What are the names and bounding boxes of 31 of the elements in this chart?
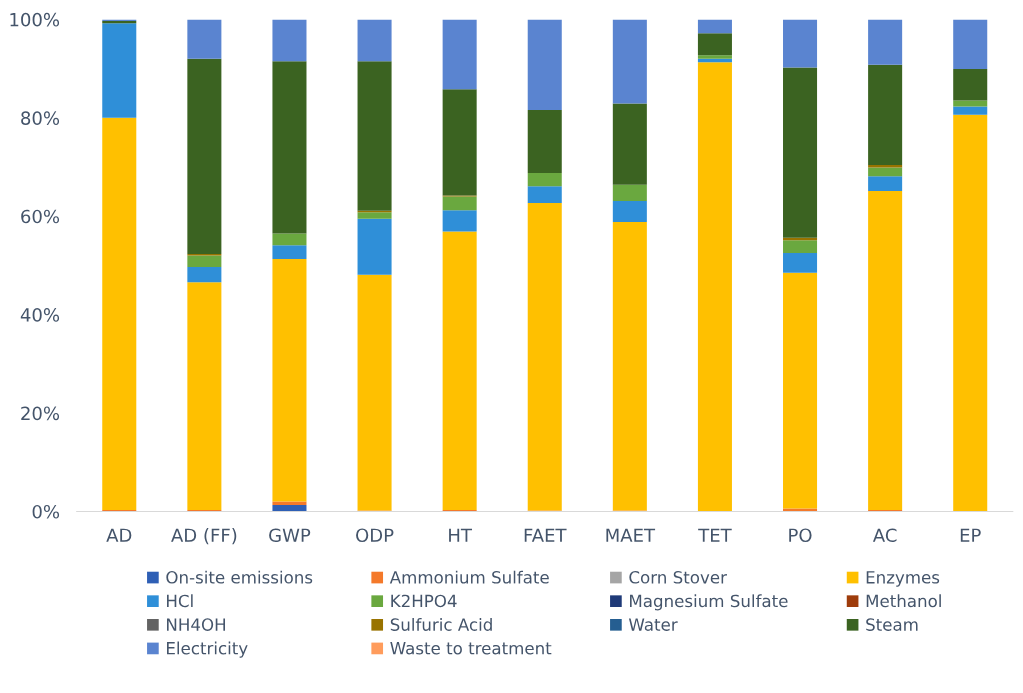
x-tick-label: HT [449,528,473,542]
legend-label: Magnesium Sulfate [630,594,788,611]
y-tick-label: 60% [21,209,60,224]
legend-label: NH4OH [167,618,226,631]
legend-label: Steam [866,618,918,631]
legend-label: Methanol [866,594,941,608]
legend-label: HCl [167,594,193,608]
x-tick-label: FAET [524,528,567,542]
legend-label: On-site emissions [166,570,313,584]
legend-label: Ammonium Sulfate [389,570,549,584]
legend-label: Water [628,618,678,631]
legend-label: Enzymes [866,571,940,587]
x-tick-label: ODP [356,528,394,543]
y-tick-label: 100% [10,12,60,27]
x-tick-label: AD [106,528,132,542]
y-tick-label: 0% [32,504,60,519]
y-tick-label: 40% [20,308,60,322]
legend-label: Corn Stover [629,571,727,584]
legend-label: K2HPO4 [391,594,457,608]
y-tick-label: 80% [21,111,60,125]
y-tick-label: 20% [21,406,60,421]
x-tick-label: AD (FF) [171,528,237,545]
x-tick-label: PO [789,528,812,543]
legend-label: Waste to treatment [390,642,552,655]
x-tick-label: EP [960,528,981,542]
legend-label: Electricity [167,641,248,658]
x-tick-label: TET [698,528,732,542]
x-tick-label: MAET [606,528,656,542]
legend-label: Sulfuric Acid [390,617,492,631]
x-tick-label: GWP [269,528,311,543]
x-tick-label: AC [872,528,897,543]
